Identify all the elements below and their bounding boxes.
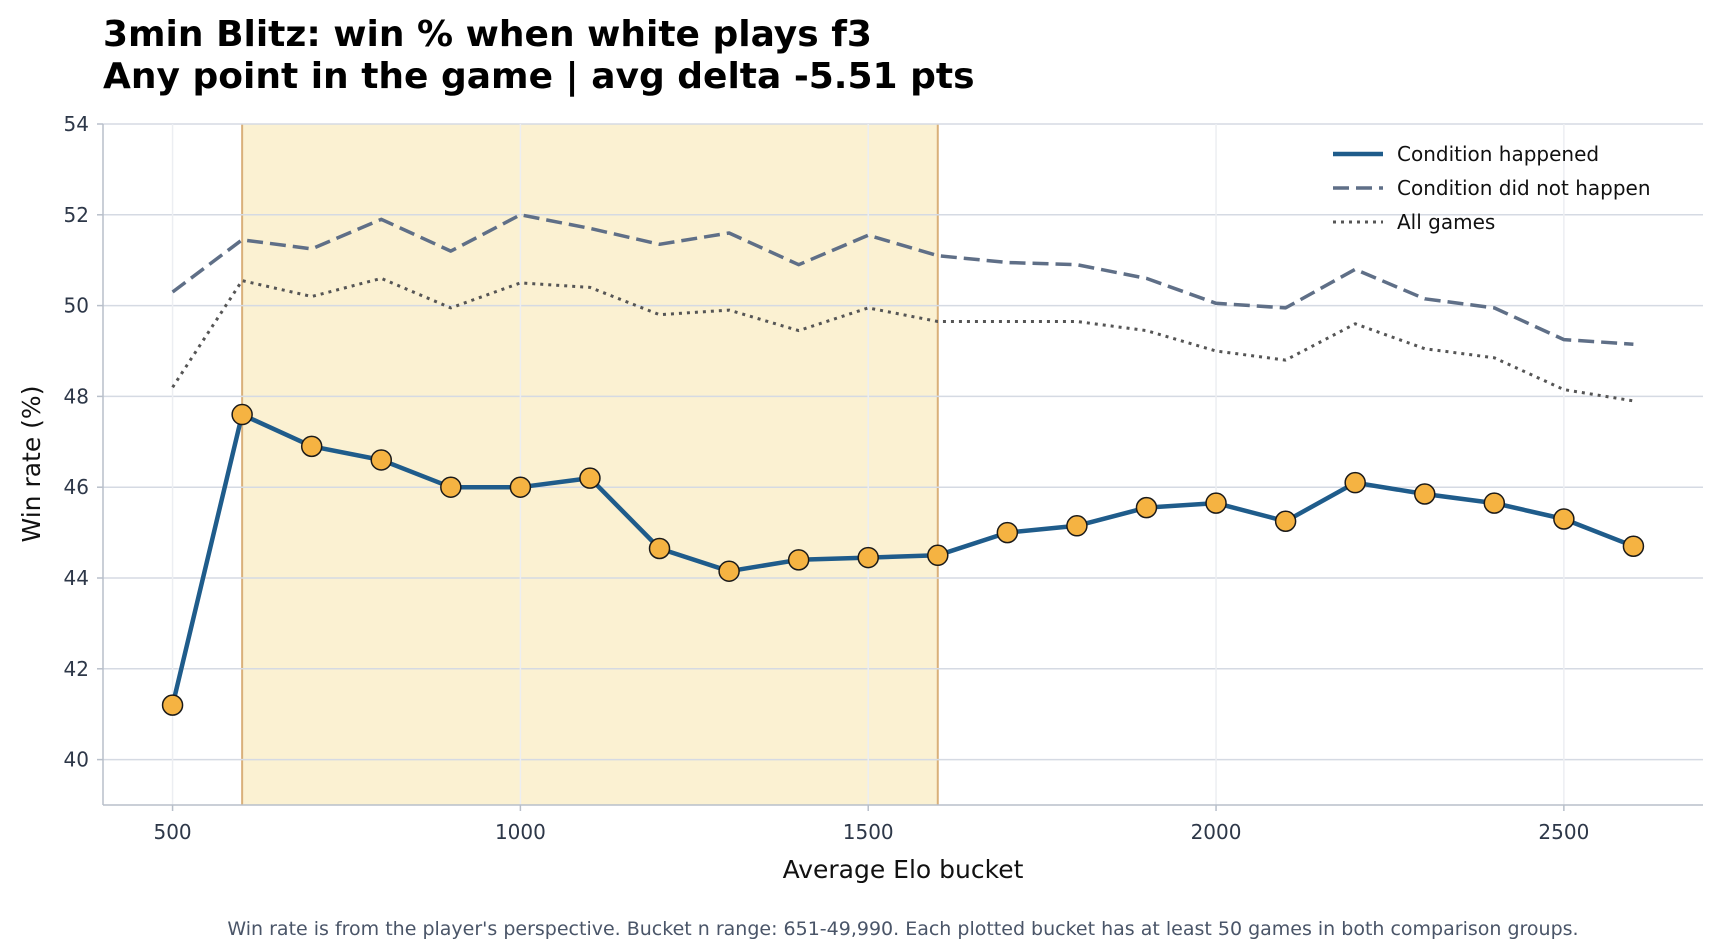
axes (102, 124, 1703, 806)
data-point (440, 476, 462, 498)
data-point (857, 546, 879, 569)
data-point (1622, 535, 1645, 557)
markers (161, 403, 1645, 716)
x-tick-label: 1500 (843, 820, 894, 844)
highlight-band (242, 124, 938, 805)
data-point (1066, 515, 1088, 537)
data-point (927, 544, 949, 567)
data-point (1205, 492, 1227, 514)
y-tick-label: 40 (64, 748, 89, 772)
y-tick-label: 42 (64, 657, 89, 681)
y-tick-label: 46 (64, 475, 89, 499)
legend-label: Condition did not happen (1397, 176, 1651, 200)
data-point (718, 560, 740, 582)
chart-title: 3min Blitz: win % when white plays f3 An… (103, 14, 975, 97)
legend-label: All games (1397, 210, 1495, 234)
data-point (231, 403, 253, 426)
chart-title-line-2: Any point in the game | avg delta -5.51 … (103, 56, 975, 97)
data-point (370, 449, 393, 471)
data-point (509, 476, 532, 498)
data-point (787, 549, 810, 571)
legend: Condition happened Condition did not happ… (1333, 142, 1651, 234)
y-axis-label: Win rate (%) (17, 386, 46, 543)
x-tick-label: 2500 (1538, 820, 1589, 844)
data-point (1483, 492, 1506, 514)
series (170, 213, 1635, 706)
data-point (1553, 508, 1575, 530)
chart-title-line-1: 3min Blitz: win % when white plays f3 (103, 14, 872, 55)
series-line-solid (170, 412, 1635, 706)
y-tick-label: 44 (64, 566, 89, 590)
y-tick-label: 50 (64, 294, 89, 318)
x-tick-label: 500 (153, 820, 191, 844)
data-point (161, 694, 184, 716)
y-tick-label: 54 (64, 112, 89, 136)
x-axis-label: Average Elo bucket (783, 855, 1024, 884)
data-point (579, 467, 601, 489)
data-point (300, 435, 323, 458)
y-tick-label: 48 (64, 384, 89, 408)
series-line-dashed (171, 213, 1634, 346)
grid (103, 123, 1703, 805)
data-point (1413, 483, 1436, 505)
data-point (1274, 510, 1297, 532)
data-point (1135, 496, 1158, 519)
legend-label: Condition happened (1397, 142, 1599, 166)
footnote: Win rate is from the player's perspectiv… (227, 918, 1578, 940)
x-tick-label: 1000 (495, 820, 546, 844)
x-tick-label: 2000 (1191, 820, 1242, 844)
tick-labels: 40 42 44 46 48 50 52 54 500 1000 1500 2000 2500 (64, 112, 1590, 844)
data-point (648, 537, 671, 560)
data-point (1344, 471, 1366, 494)
data-point (996, 521, 1019, 544)
highlight-region (241, 124, 939, 805)
y-tick-label: 52 (64, 203, 89, 227)
